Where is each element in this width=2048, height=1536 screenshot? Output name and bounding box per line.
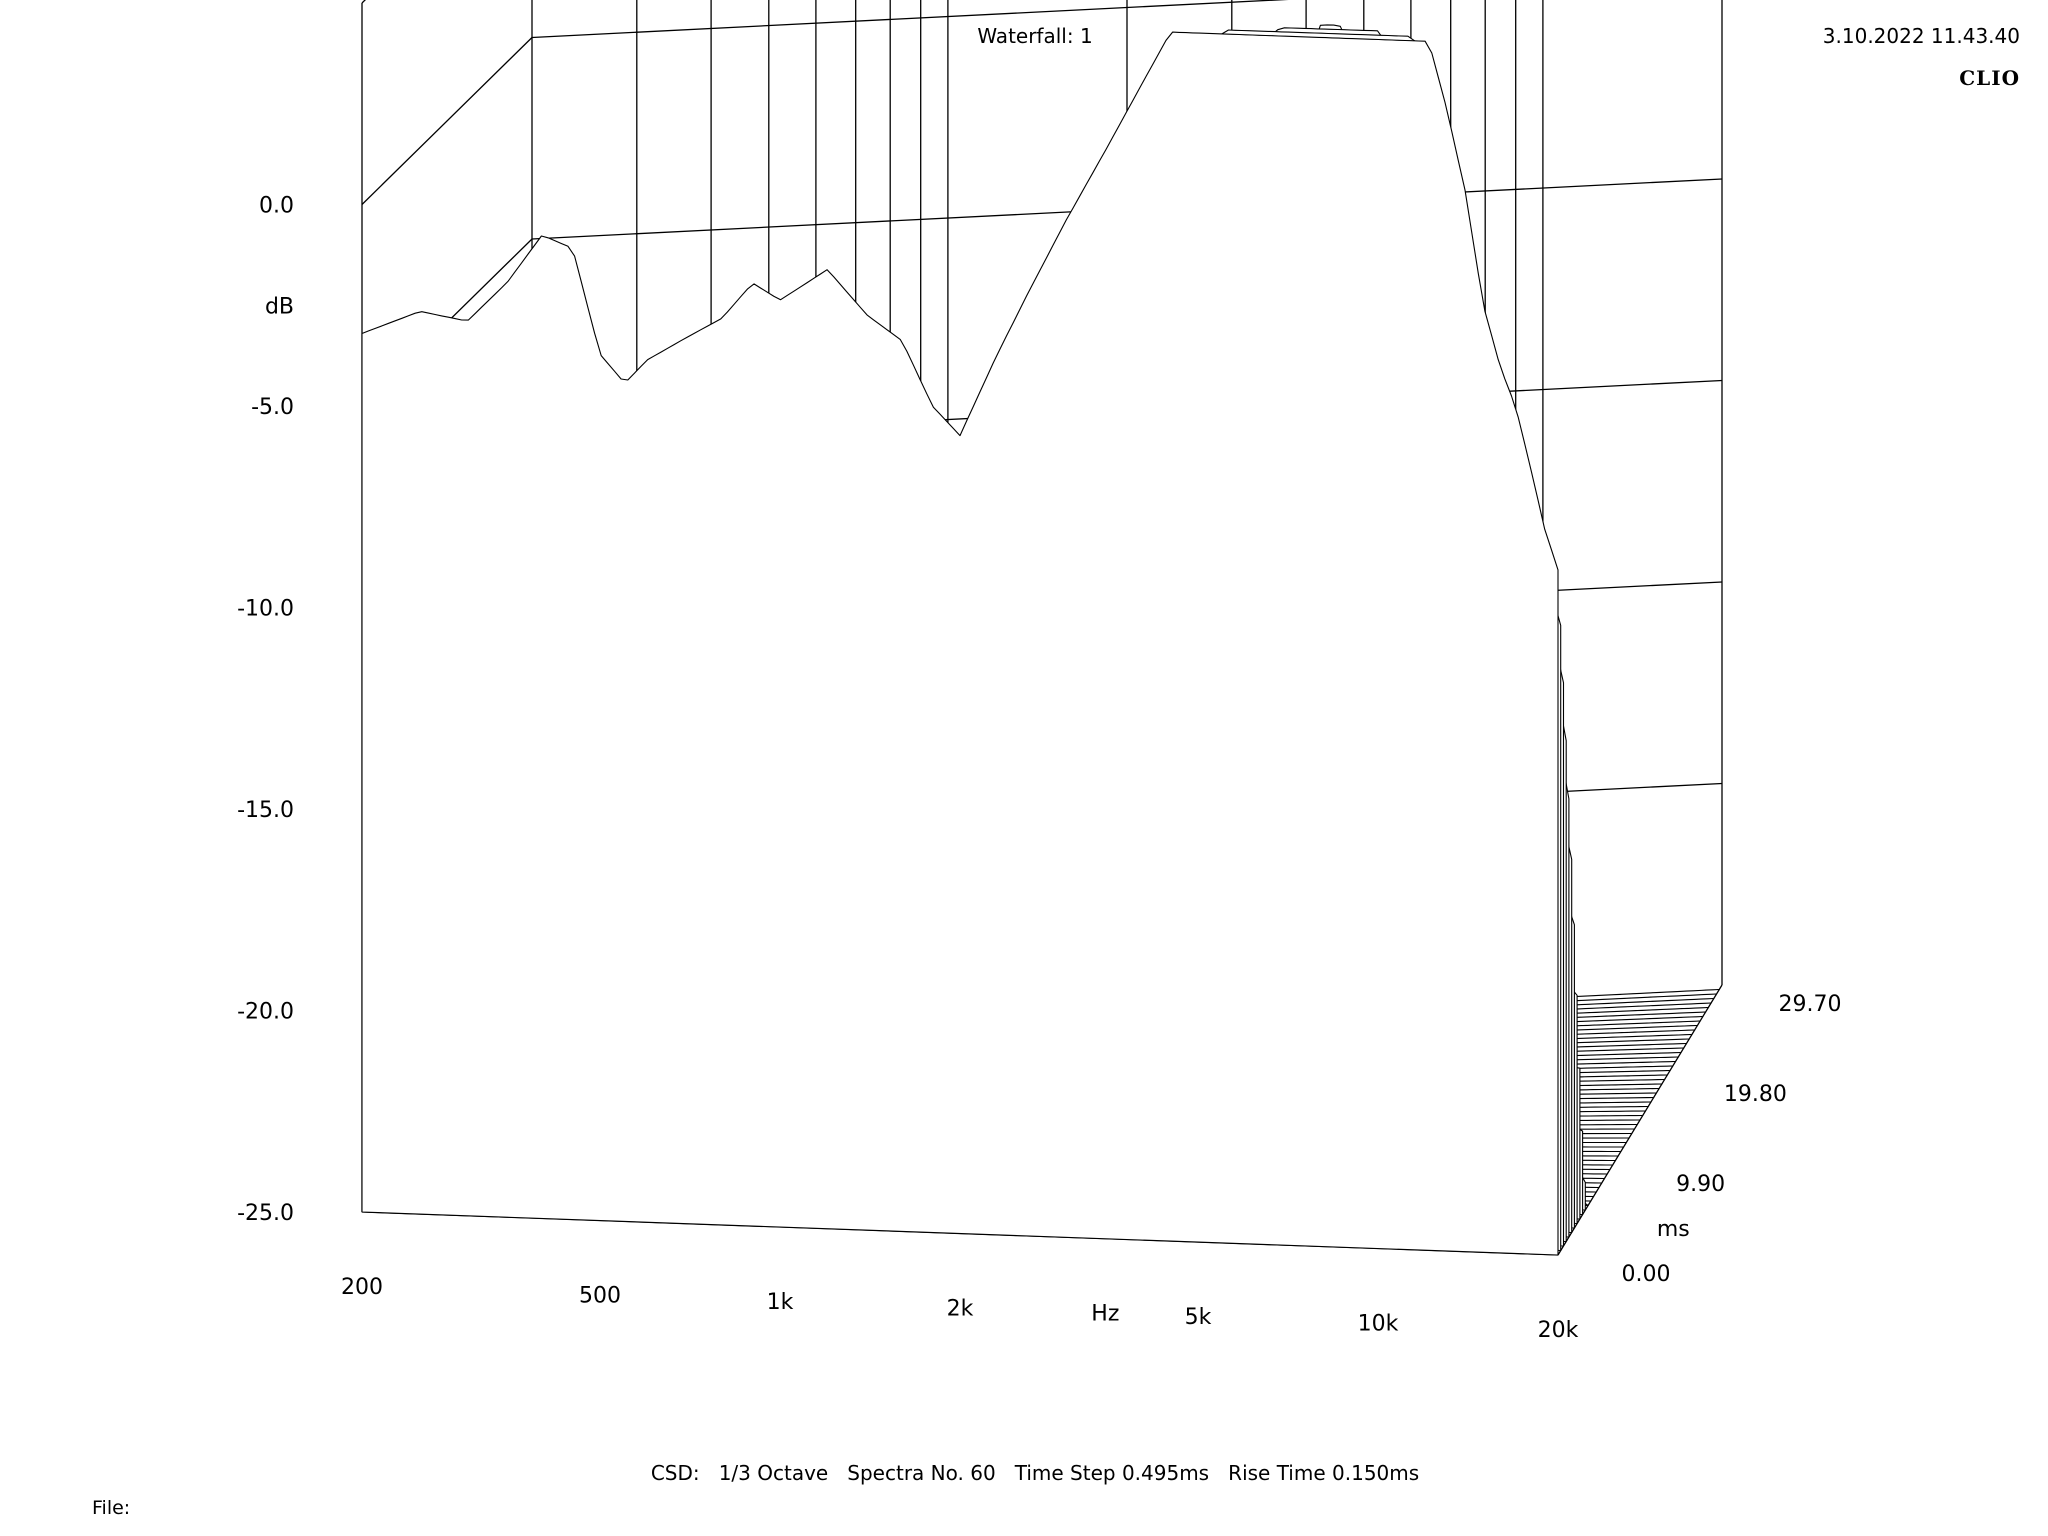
y-tick-label: -5.0	[251, 395, 294, 420]
y-tick-label: 0.0	[259, 194, 294, 219]
x-tick-label: 200	[341, 1275, 383, 1300]
z-tick-label: 9.90	[1676, 1172, 1725, 1197]
back-wall-grid-line	[531, 0, 1289, 39]
x-tick-label: 20k	[1538, 1318, 1579, 1343]
y-axis-label: dB	[265, 294, 294, 319]
z-tick-label: 19.80	[1724, 1082, 1787, 1107]
y-tick-label: -15.0	[237, 798, 294, 823]
file-label: File:	[92, 1497, 131, 1519]
x-tick-label: 500	[579, 1284, 621, 1309]
y-tick-label: -20.0	[237, 1000, 294, 1025]
y-tick-label: -25.0	[237, 1201, 294, 1226]
spectra-group	[361, 24, 1720, 1256]
z-tick-label: 0.00	[1622, 1262, 1671, 1287]
x-axis-label: Hz	[1091, 1302, 1119, 1327]
clio-brand-logo: CLIO	[1959, 66, 2020, 90]
measurement-datetime: 3.10.2022 11.43.40	[1822, 24, 2020, 48]
tick-labels: 0.0 -5.0 -10.0 -15.0 -20.0 -25.0 dB 200 500 1k 2k 5…	[237, 194, 1841, 1344]
x-tick-label: 10k	[1358, 1312, 1399, 1337]
csd-settings-footer: CSD: 1/3 Octave Spectra No. 60 Time Step…	[650, 1461, 1420, 1485]
z-tick-label: 29.70	[1779, 992, 1842, 1017]
chart-title: Waterfall: 1	[977, 24, 1093, 48]
x-tick-label: 2k	[947, 1297, 974, 1322]
y-tick-label: -10.0	[237, 597, 294, 622]
z-axis-label: ms	[1657, 1217, 1690, 1242]
left-top-edge	[361, 0, 366, 4]
x-tick-label: 5k	[1185, 1305, 1212, 1330]
spectrum-trace	[361, 31, 1559, 1256]
x-tick-label: 1k	[767, 1290, 794, 1315]
left-wall-grid-line	[361, 37, 533, 205]
